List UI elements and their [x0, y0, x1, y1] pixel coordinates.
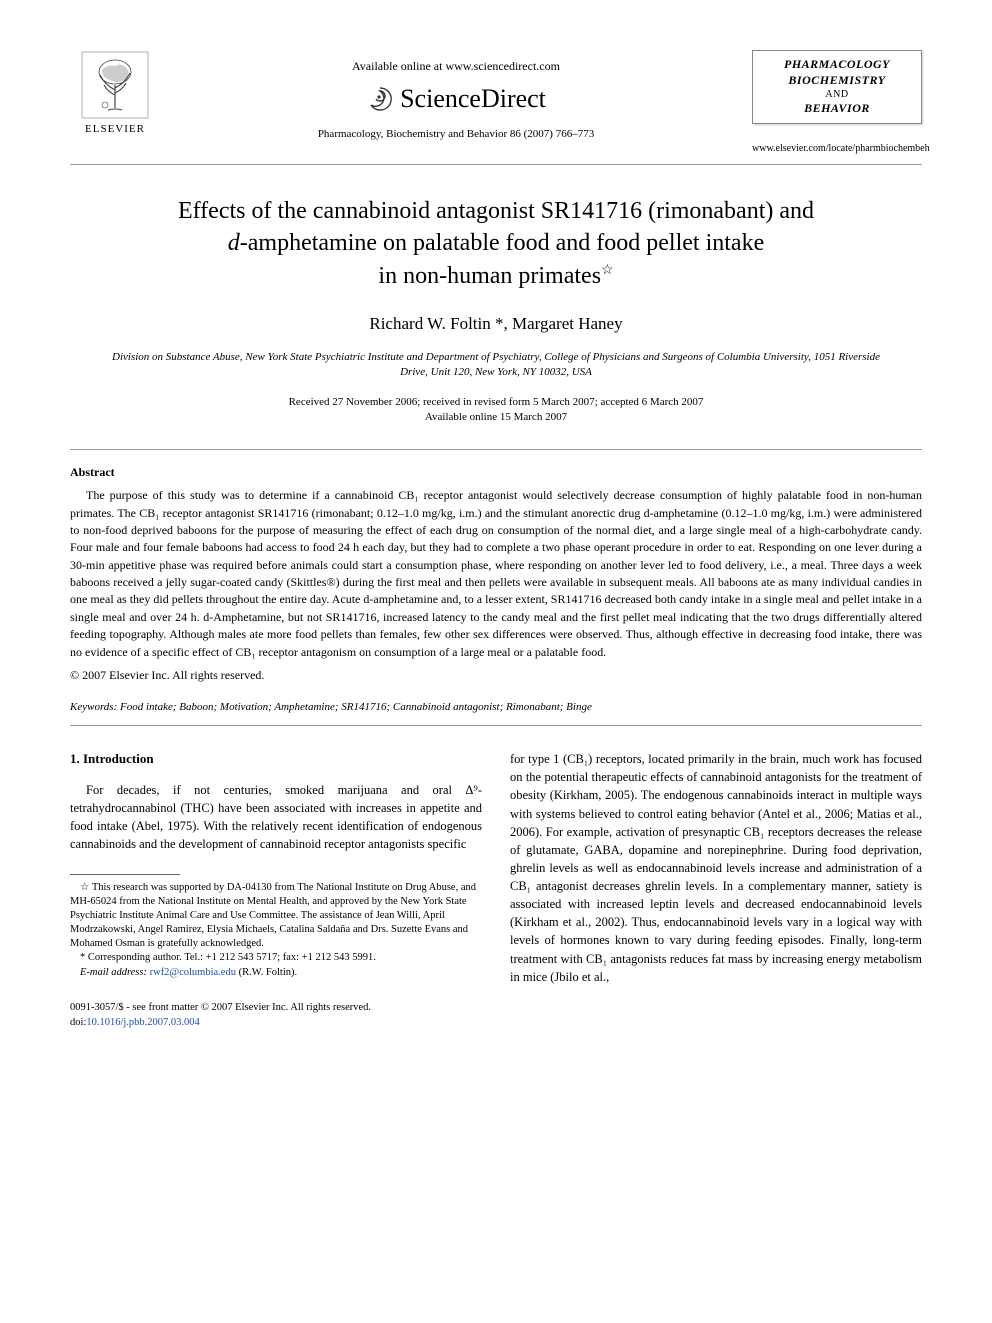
journal-title-line1: PHARMACOLOGY BIOCHEMISTRY [757, 57, 917, 88]
affiliation: Division on Substance Abuse, New York St… [110, 350, 882, 381]
dates-line2: Available online 15 March 2007 [70, 410, 922, 425]
journal-url: www.elsevier.com/locate/pharmbiochembeh [752, 142, 922, 156]
doi-line: doi:10.1016/j.pbb.2007.03.004 [70, 1015, 482, 1030]
keywords-label: Keywords: [70, 701, 117, 713]
dates-line1: Received 27 November 2006; received in r… [70, 395, 922, 410]
elsevier-label: ELSEVIER [85, 122, 145, 137]
article-title: Effects of the cannabinoid antagonist SR… [100, 195, 892, 292]
authors: Richard W. Foltin *, Margaret Haney [70, 312, 922, 336]
abstract-text: The purpose of this study was to determi… [70, 487, 922, 661]
front-matter-line: 0091-3057/$ - see front matter © 2007 El… [70, 1000, 482, 1030]
left-column: 1. Introduction For decades, if not cent… [70, 750, 482, 1030]
title-line3: in non-human primates [378, 263, 601, 289]
header-divider [70, 164, 922, 165]
abstract-body: The purpose of this study was to determi… [70, 487, 922, 661]
abstract-copyright: © 2007 Elsevier Inc. All rights reserved… [70, 667, 922, 684]
center-header: Available online at www.sciencedirect.co… [160, 50, 752, 143]
journal-title-line3: BEHAVIOR [757, 101, 917, 117]
citation-line: Pharmacology, Biochemistry and Behavior … [160, 127, 752, 142]
keywords-list: Food intake; Baboon; Motivation; Ampheta… [120, 701, 592, 713]
available-online-text: Available online at www.sciencedirect.co… [160, 58, 752, 75]
front-matter: 0091-3057/$ - see front matter © 2007 El… [70, 1000, 482, 1015]
intro-para-right: for type 1 (CB₁) receptors, located prim… [510, 750, 922, 986]
title-line2-post: -amphetamine on palatable food and food … [240, 230, 764, 256]
title-ital: d [228, 230, 240, 256]
intro-heading: 1. Introduction [70, 750, 482, 769]
article-dates: Received 27 November 2006; received in r… [70, 395, 922, 426]
right-column: for type 1 (CB₁) receptors, located prim… [510, 750, 922, 1030]
page-header: ELSEVIER Available online at www.science… [70, 50, 922, 156]
intro-para-left: For decades, if not centuries, smoked ma… [70, 781, 482, 854]
sciencedirect-logo: ScienceDirect [160, 81, 752, 117]
journal-title-box: PHARMACOLOGY BIOCHEMISTRY AND BEHAVIOR [752, 50, 922, 124]
footnote-corresponding: * Corresponding author. Tel.: +1 212 543… [70, 951, 482, 965]
email-label: E-mail address: [80, 967, 147, 978]
journal-title-line2: AND [757, 88, 917, 101]
keywords: Keywords: Food intake; Baboon; Motivatio… [70, 700, 922, 715]
doi-label: doi: [70, 1017, 86, 1028]
email-link[interactable]: rwf2@columbia.edu [150, 967, 236, 978]
elsevier-tree-icon [80, 50, 150, 120]
elsevier-logo-block: ELSEVIER [70, 50, 160, 137]
journal-block: PHARMACOLOGY BIOCHEMISTRY AND BEHAVIOR w… [752, 50, 922, 156]
footnote-funding: ☆ This research was supported by DA-0413… [70, 881, 482, 952]
body-columns: 1. Introduction For decades, if not cent… [70, 750, 922, 1030]
keywords-divider [70, 725, 922, 726]
abstract-top-divider [70, 449, 922, 450]
sciencedirect-swirl-icon [366, 85, 394, 113]
sciencedirect-text: ScienceDirect [400, 81, 546, 117]
abstract-heading: Abstract [70, 464, 922, 481]
email-author: (R.W. Foltin). [239, 967, 298, 978]
footnote-separator [70, 874, 180, 875]
footnote-email: E-mail address: rwf2@columbia.edu (R.W. … [70, 966, 482, 980]
title-star: ☆ [601, 263, 614, 278]
title-line1: Effects of the cannabinoid antagonist SR… [178, 198, 814, 224]
doi-link[interactable]: 10.1016/j.pbb.2007.03.004 [86, 1017, 199, 1028]
